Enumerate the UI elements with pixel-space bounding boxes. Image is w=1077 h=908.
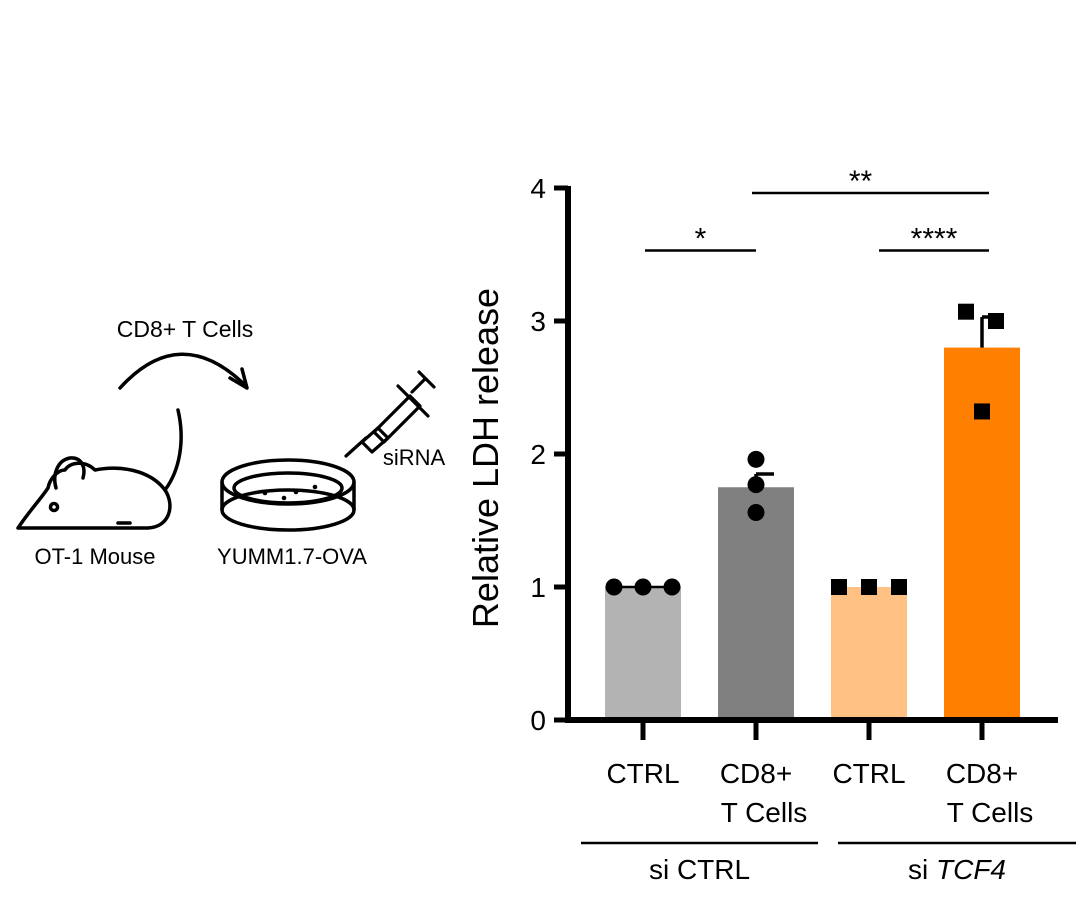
significance-label: * bbox=[695, 223, 707, 256]
group-label-prefix: si bbox=[908, 854, 936, 885]
x-tick-label-line2: T Cells bbox=[947, 797, 1034, 828]
y-axis-label: Relative LDH release bbox=[465, 288, 506, 628]
data-point bbox=[747, 450, 765, 468]
x-tick-label: CD8+ bbox=[946, 758, 1018, 789]
mouse-label: OT-1 Mouse bbox=[34, 544, 155, 569]
data-point bbox=[861, 579, 877, 595]
curved-arrow-icon bbox=[118, 352, 249, 390]
data-point bbox=[747, 476, 765, 494]
pipette-icon bbox=[344, 370, 436, 458]
bar-chart: Relative LDH release 0 1 2 3 4 CTRL CD8+ T Cell… bbox=[465, 165, 1076, 885]
group-label-prefix: si bbox=[649, 854, 677, 885]
bar-1 bbox=[718, 487, 794, 720]
data-point bbox=[958, 303, 974, 320]
petri-dish-icon bbox=[220, 458, 356, 532]
chart-marks: 0 1 2 3 4 CTRL CD8+ T Cells CTRL CD8+ T Cells si CT… bbox=[530, 165, 1076, 885]
x-tick-label: CD8+ bbox=[720, 758, 792, 789]
pipette-label: siRNA bbox=[383, 445, 446, 470]
bar-2 bbox=[831, 587, 907, 720]
x-tick-label-line2: T Cells bbox=[721, 797, 808, 828]
bar-0 bbox=[605, 587, 681, 720]
x-tick-label: CTRL bbox=[832, 758, 905, 789]
group-label: si TCF4 bbox=[908, 854, 1006, 885]
mouse-icon bbox=[16, 408, 183, 530]
group-label: si CTRL bbox=[649, 854, 750, 885]
data-point bbox=[831, 579, 847, 595]
group-label-name: TCF4 bbox=[936, 854, 1006, 885]
y-tick-label: 2 bbox=[530, 439, 546, 470]
arrow-label: CD8+ T Cells bbox=[117, 316, 254, 342]
group-label-name: CTRL bbox=[677, 854, 750, 885]
significance-label: ** bbox=[849, 165, 873, 198]
y-tick-label: 0 bbox=[530, 705, 546, 736]
schematic: CD8+ T Cells OT-1 Mouse YUMM1.7-OVA bbox=[16, 316, 446, 569]
y-tick-label: 4 bbox=[530, 173, 546, 204]
data-point bbox=[891, 579, 907, 595]
x-tick-label: CTRL bbox=[606, 758, 679, 789]
dish-label: YUMM1.7-OVA bbox=[217, 544, 367, 569]
y-tick-label: 1 bbox=[530, 572, 546, 603]
y-tick-label: 3 bbox=[530, 306, 546, 337]
data-point bbox=[988, 313, 1004, 329]
cells-dots bbox=[262, 484, 318, 501]
data-point bbox=[974, 403, 990, 420]
significance-label: **** bbox=[911, 223, 958, 256]
data-point bbox=[747, 504, 765, 522]
